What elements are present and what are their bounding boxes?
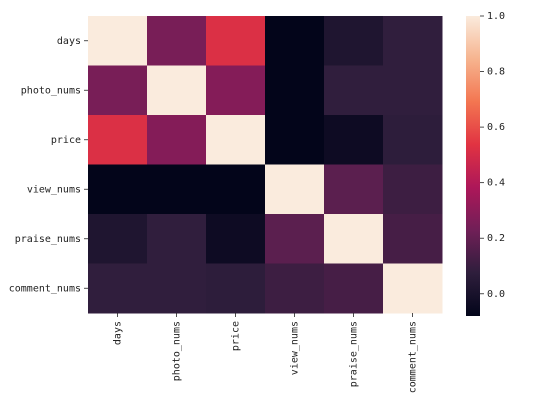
heatmap-cell-photo_nums-price <box>206 65 266 116</box>
heatmap-cell-price-comment_nums <box>383 115 443 165</box>
x-tick-label: price <box>231 321 242 351</box>
heatmap-cell-days-price <box>206 16 266 66</box>
heatmap-cell-view_nums-view_nums <box>265 164 325 215</box>
colorbar-tick-label: 0.8 <box>487 67 505 78</box>
heatmap-cell-praise_nums-view_nums <box>265 214 325 264</box>
heatmap-cell-days-praise_nums <box>324 16 384 66</box>
heatmap-cell-view_nums-photo_nums <box>147 164 207 215</box>
colorbar-tick-label: 0.0 <box>487 289 505 300</box>
heatmap-cell-days-days <box>88 16 148 66</box>
heatmap-cell-praise_nums-praise_nums <box>324 214 384 264</box>
y-tick-label: photo_nums <box>21 85 81 96</box>
y-tick-label: praise_nums <box>15 234 81 245</box>
colorbar-tick-label: 0.6 <box>487 122 505 133</box>
heatmap-cell-days-view_nums <box>265 16 325 66</box>
heatmap-cells <box>88 16 443 314</box>
x-tick-label: comment_nums <box>408 321 419 393</box>
heatmap-cell-praise_nums-days <box>88 214 148 264</box>
heatmap-cell-photo_nums-praise_nums <box>324 65 384 116</box>
heatmap-cell-praise_nums-photo_nums <box>147 214 207 264</box>
colorbar: 0.0 0.2 0.4 0.6 0.8 1.0 <box>466 11 505 316</box>
colorbar-gradient <box>466 16 480 316</box>
heatmap-cell-price-view_nums <box>265 115 325 165</box>
heatmap-cell-comment_nums-praise_nums <box>324 263 384 314</box>
colorbar-ticks: 0.0 0.2 0.4 0.6 0.8 1.0 <box>480 11 505 300</box>
colorbar-tick-label: 1.0 <box>487 11 505 22</box>
colorbar-tick-label: 0.4 <box>487 178 505 189</box>
heatmap-cell-comment_nums-days <box>88 263 148 314</box>
x-tick-label: praise_nums <box>349 321 360 387</box>
heatmap-cell-view_nums-price <box>206 164 266 215</box>
heatmap-cell-comment_nums-comment_nums <box>383 263 443 314</box>
heatmap-cell-photo_nums-days <box>88 65 148 116</box>
heatmap-cell-comment_nums-price <box>206 263 266 314</box>
heatmap-cell-price-price <box>206 115 266 165</box>
heatmap-cell-view_nums-comment_nums <box>383 164 443 215</box>
y-tick-label: days <box>57 36 81 47</box>
heatmap-cell-photo_nums-photo_nums <box>147 65 207 116</box>
heatmap-cell-praise_nums-price <box>206 214 266 264</box>
heatmap-cell-days-photo_nums <box>147 16 207 66</box>
heatmap-cell-photo_nums-view_nums <box>265 65 325 116</box>
x-axis-tick-labels: days photo_nums price view_nums praise_nums c… <box>113 313 419 393</box>
y-tick-label: comment_nums <box>9 283 81 294</box>
heatmap-cell-comment_nums-photo_nums <box>147 263 207 314</box>
heatmap-cell-view_nums-praise_nums <box>324 164 384 215</box>
heatmap-cell-view_nums-days <box>88 164 148 215</box>
y-tick-label: price <box>51 135 81 146</box>
x-tick-label: days <box>113 321 124 345</box>
heatmap-cell-photo_nums-comment_nums <box>383 65 443 116</box>
heatmap-cell-praise_nums-comment_nums <box>383 214 443 264</box>
heatmap-cell-price-days <box>88 115 148 165</box>
heatmap-cell-comment_nums-view_nums <box>265 263 325 314</box>
colorbar-tick-label: 0.2 <box>487 233 505 244</box>
x-tick-label: photo_nums <box>172 321 183 381</box>
heatmap-cell-price-photo_nums <box>147 115 207 165</box>
x-tick-label: view_nums <box>290 321 301 375</box>
heatmap-cell-price-praise_nums <box>324 115 384 165</box>
heatmap-cell-days-comment_nums <box>383 16 443 66</box>
y-tick-label: view_nums <box>27 184 81 195</box>
